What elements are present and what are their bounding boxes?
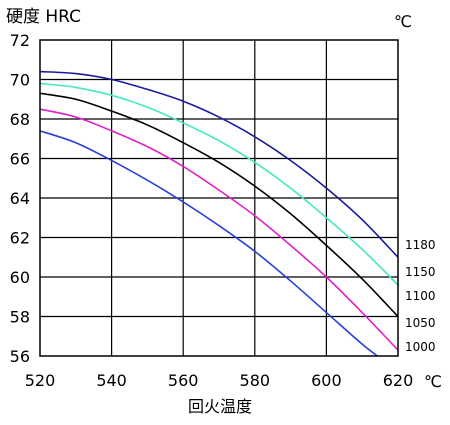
series-labels: 1180 1150 1100 1050 1000	[405, 238, 436, 354]
plot-frame	[39, 39, 399, 357]
series-lines	[40, 70, 398, 356]
y-tick-label: 62	[10, 229, 30, 248]
series-line-1150	[40, 82, 398, 286]
y-unit-label: ℃	[394, 12, 412, 31]
x-tick-label: 620	[383, 371, 414, 390]
y-tick-label: 64	[10, 189, 30, 208]
x-tick-label: 560	[168, 371, 199, 390]
y-tick-label: 58	[10, 308, 30, 327]
series-line-1180	[40, 70, 398, 258]
y-axis-label: 硬度 HRC	[6, 7, 81, 27]
y-tick-label: 72	[10, 31, 30, 50]
series-label-1150: 1150	[405, 265, 436, 279]
y-tick-label: 70	[10, 71, 30, 90]
series-label-1000: 1000	[405, 340, 436, 354]
x-tick-labels: 520 540 560 580 600 620	[25, 371, 414, 390]
series-label-1100: 1100	[405, 289, 436, 303]
x-unit-label: ℃	[424, 372, 442, 391]
y-tick-label: 66	[10, 150, 30, 169]
y-tick-label: 60	[10, 268, 30, 287]
series-line-1100	[40, 92, 398, 318]
x-axis-label: 回火温度	[188, 397, 252, 416]
y-tick-label: 68	[10, 110, 30, 129]
grid	[40, 40, 398, 356]
x-tick-label: 580	[240, 371, 271, 390]
x-tick-label: 540	[96, 371, 127, 390]
y-tick-label: 56	[10, 347, 30, 366]
x-tick-label: 520	[25, 371, 56, 390]
series-label-1180: 1180	[405, 238, 436, 252]
series-line-1000	[40, 130, 379, 356]
series-label-1050: 1050	[405, 316, 436, 330]
y-tick-labels: 56 58 60 62 64 66 68 70 72	[10, 31, 30, 366]
x-tick-label: 600	[311, 371, 342, 390]
series-line-1050	[40, 108, 398, 351]
